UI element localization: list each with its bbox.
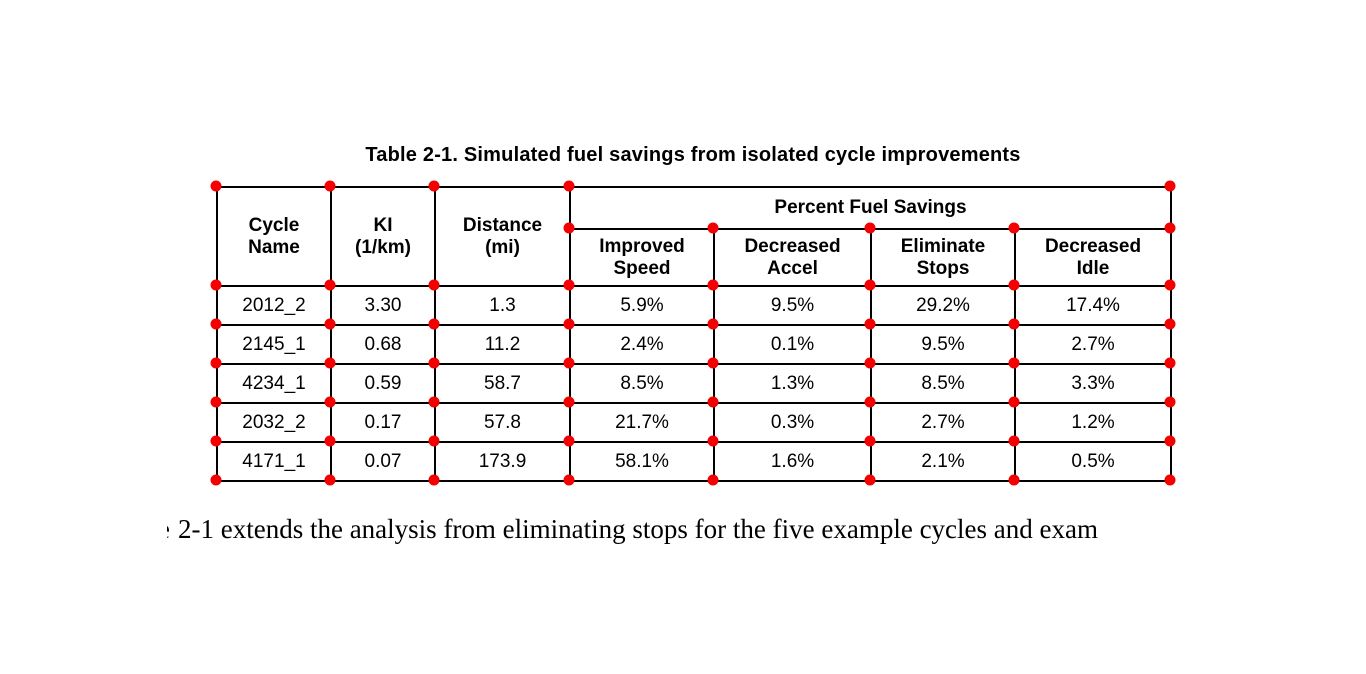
table-cell: 0.5%	[1014, 441, 1172, 482]
table-cell: 58.1%	[569, 441, 715, 482]
col-header-decreased-idle: Decreased Idle	[1014, 228, 1172, 287]
col-header-eliminate-stops: Eliminate Stops	[870, 228, 1016, 287]
table-cell: 1.3	[434, 285, 571, 326]
table-cell: 58.7	[434, 363, 571, 404]
table-row: 4171_1 0.07 173.9 58.1% 1.6% 2.1% 0.5%	[216, 441, 1172, 482]
table-cell: 8.5%	[870, 363, 1016, 404]
table-cell: 2.1%	[870, 441, 1016, 482]
table-cell: 0.1%	[713, 324, 872, 365]
col-header-ki: KI (1/km)	[330, 186, 436, 287]
table-cell: 2145_1	[216, 324, 332, 365]
table-row: 2145_1 0.68 11.2 2.4% 0.1% 9.5% 2.7%	[216, 324, 1172, 365]
table-body: 2012_2 3.30 1.3 5.9% 9.5% 29.2% 17.4% 2145_1 0.6…	[216, 285, 1172, 482]
table-row: 4234_1 0.59 58.7 8.5% 1.3% 8.5% 3.3%	[216, 363, 1172, 404]
col-header-improved-speed: Improved Speed	[569, 228, 715, 287]
table-cell: 8.5%	[569, 363, 715, 404]
table-title: Table 2-1. Simulated fuel savings from i…	[365, 144, 1021, 166]
table-row: 2032_2 0.17 57.8 21.7% 0.3% 2.7% 1.2%	[216, 402, 1172, 443]
table-cell: 9.5%	[713, 285, 872, 326]
body-text-line: 2-1 extends the analysis from eliminatin…	[178, 514, 1098, 544]
table-cell: 5.9%	[569, 285, 715, 326]
col-header-decreased-accel: Decreased Accel	[713, 228, 872, 287]
table-cell: 2012_2	[216, 285, 332, 326]
table-cell: 21.7%	[569, 402, 715, 443]
table-cell: 2032_2	[216, 402, 332, 443]
col-header-percent-fuel-savings: Percent Fuel Savings	[569, 186, 1172, 230]
table-cell: 1.3%	[713, 363, 872, 404]
table-cell: 2.4%	[569, 324, 715, 365]
table-cell: 4171_1	[216, 441, 332, 482]
table-cell: 2.7%	[1014, 324, 1172, 365]
table-cell: 3.30	[330, 285, 436, 326]
table-cell: 4234_1	[216, 363, 332, 404]
table-cell: 0.17	[330, 402, 436, 443]
col-header-distance: Distance (mi)	[434, 186, 571, 287]
table-cell: 0.59	[330, 363, 436, 404]
table-row: 2012_2 3.30 1.3 5.9% 9.5% 29.2% 17.4%	[216, 285, 1172, 326]
fuel-savings-table: Cycle Name KI (1/km) Distance (mi) Perce…	[216, 186, 1172, 482]
col-header-cycle-name: Cycle Name	[216, 186, 332, 287]
table-cell: 17.4%	[1014, 285, 1172, 326]
table-cell: 29.2%	[870, 285, 1016, 326]
table-cell: 1.6%	[713, 441, 872, 482]
table-cell: 1.2%	[1014, 402, 1172, 443]
table-cell: 0.07	[330, 441, 436, 482]
clipped-word-fragment: e	[167, 511, 173, 547]
table-cell: 9.5%	[870, 324, 1016, 365]
table-cell: 57.8	[434, 402, 571, 443]
table-cell: 0.3%	[713, 402, 872, 443]
table-header: Cycle Name KI (1/km) Distance (mi) Perce…	[216, 186, 1172, 287]
table-cell: 3.3%	[1014, 363, 1172, 404]
table-cell: 2.7%	[870, 402, 1016, 443]
table-cell: 173.9	[434, 441, 571, 482]
table-cell: 11.2	[434, 324, 571, 365]
table-cell: 0.68	[330, 324, 436, 365]
